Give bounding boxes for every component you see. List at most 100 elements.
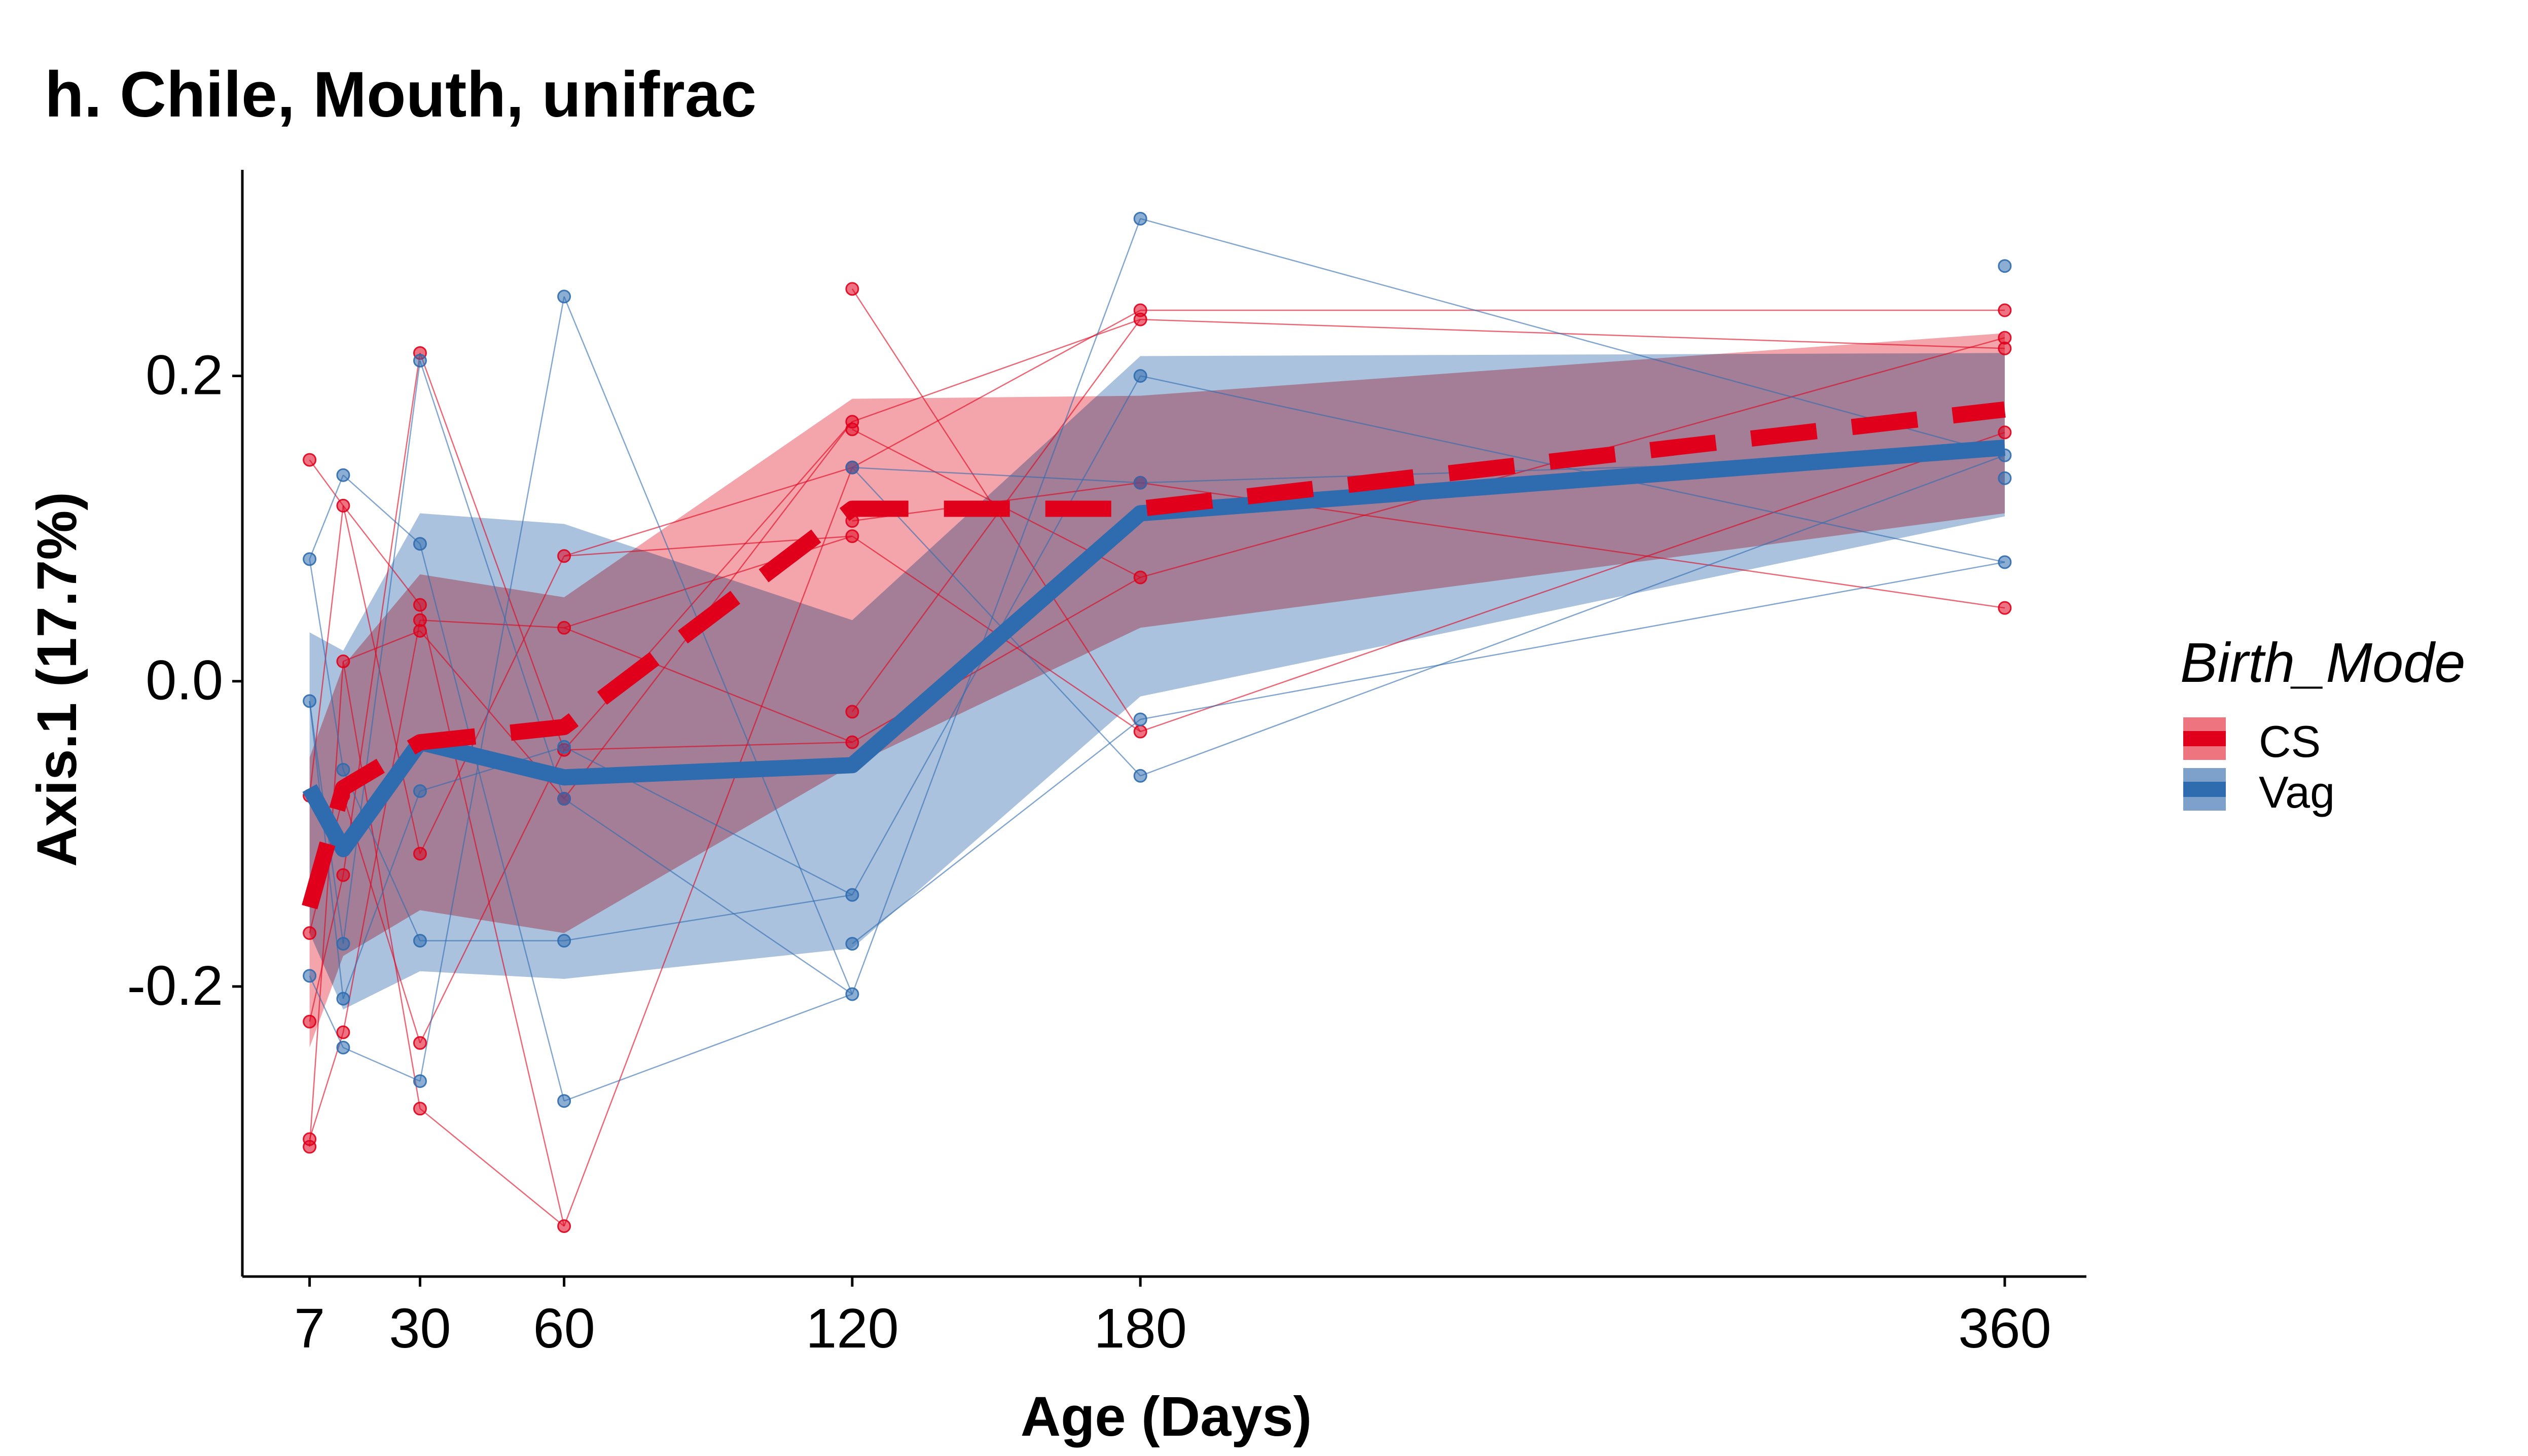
- legend: Birth_Mode CS Vag: [2180, 632, 2466, 817]
- vag-sample-point: [1998, 259, 2012, 273]
- cs-sample-point: [557, 549, 571, 563]
- cs-trajectory-segment: [309, 459, 344, 506]
- cs-sample-point: [845, 735, 859, 749]
- vag-sample-point: [557, 934, 571, 948]
- legend-item-cs: CS: [2183, 716, 2321, 767]
- vag-trajectory-segment: [564, 993, 853, 1102]
- cs-sample-point: [303, 1140, 317, 1154]
- vag-sample-point: [336, 762, 350, 777]
- cs-sample-point: [336, 868, 350, 882]
- x-axis-ticks: 7 30 60 120 180 360: [294, 1277, 2051, 1360]
- vag-trajectory-segment: [1140, 454, 2005, 777]
- vag-sample-point: [303, 694, 317, 708]
- vag-sample-point: [303, 552, 317, 566]
- vag-sample-point: [557, 289, 571, 304]
- cs-trajectory-segment: [342, 661, 421, 1109]
- cs-trajectory-segment: [419, 1108, 565, 1227]
- cs-sample-point: [303, 926, 317, 940]
- cs-sample-point: [336, 1025, 350, 1039]
- cs-sample-point: [1133, 570, 1147, 585]
- vag-trajectory-segment: [342, 791, 421, 999]
- cs-sample-point: [1133, 312, 1147, 326]
- vag-trajectory-segment: [852, 718, 1141, 944]
- vag-sample-point: [557, 1094, 571, 1108]
- cs-trajectory-segment: [564, 627, 853, 743]
- vag-sample-point: [1133, 769, 1147, 783]
- x-tick-label: 360: [1958, 1297, 2051, 1360]
- cs-sample-point: [413, 1102, 427, 1116]
- cs-trajectory-segment: [343, 630, 420, 662]
- y-tick-label: 0.0: [146, 649, 223, 712]
- vag-sample-point: [1998, 555, 2012, 569]
- vag-sample-point: [413, 784, 427, 798]
- cs-sample-point: [1998, 425, 2012, 440]
- vag-sample-point: [336, 937, 350, 951]
- vag-sample-point: [1133, 476, 1147, 490]
- vag-sample-point: [1133, 211, 1147, 226]
- cs-sample-point: [557, 621, 571, 635]
- x-tick-label: 60: [533, 1297, 595, 1360]
- cs-trajectory-segment: [419, 556, 565, 854]
- vag-trajectory-segment: [420, 746, 564, 792]
- cs-sample-point: [413, 1036, 427, 1050]
- vag-sample-point: [557, 792, 571, 806]
- legend-label-cs: CS: [2259, 716, 2321, 767]
- cs-sample-point: [1998, 303, 2012, 317]
- cs-sample-point: [413, 847, 427, 861]
- cs-sample-point: [336, 498, 350, 513]
- vag-trajectory-segment: [309, 475, 344, 560]
- cs-trajectory-segment: [419, 604, 565, 1226]
- cs-trajectory-segment: [564, 741, 852, 751]
- x-axis-label: Age (Days): [1021, 1386, 1312, 1448]
- cs-trajectory-segment: [564, 466, 853, 557]
- cs-sample-point: [303, 1014, 317, 1029]
- cs-trajectory-segment: [420, 620, 564, 629]
- plot-area: [302, 211, 2012, 1233]
- cs-sample-point: [413, 624, 427, 638]
- cs-sample-point: [845, 529, 859, 543]
- y-axis-label: Axis.1 (17.7%): [26, 492, 88, 867]
- vag-sample-point: [845, 460, 859, 475]
- cs-trajectory-segment: [419, 352, 565, 750]
- cs-sample-point: [336, 654, 350, 669]
- vag-trajectory-segment: [342, 360, 421, 944]
- legend-title: Birth_Mode: [2180, 632, 2466, 694]
- x-tick-label: 30: [389, 1297, 451, 1360]
- vag-sample-point: [336, 992, 350, 1006]
- vag-sample-point: [413, 1074, 427, 1088]
- cs-sample-point: [1998, 601, 2012, 615]
- vag-trajectory-segment: [1140, 218, 2005, 456]
- vag-sample-point: [845, 937, 859, 951]
- vag-sample-point: [1133, 369, 1147, 383]
- vag-sample-point: [336, 1040, 350, 1054]
- cs-sample-point: [413, 598, 427, 612]
- vag-trajectory-segment: [563, 798, 853, 995]
- cs-trajectory-segment: [309, 661, 344, 1147]
- vag-sample-point: [413, 934, 427, 948]
- x-tick-label: 120: [806, 1297, 899, 1360]
- cs-sample-point: [557, 1219, 571, 1233]
- vag-trajectory-segment: [342, 769, 421, 941]
- vag-trajectory-segment: [343, 1047, 420, 1082]
- vag-trajectory-segment: [564, 894, 853, 941]
- vag-trajectory-segment: [1140, 561, 2005, 720]
- cs-trajectory-segment: [342, 505, 421, 605]
- cs-trajectory-segment: [1140, 318, 2005, 349]
- chart-title: h. Chile, Mouth, unifrac: [45, 58, 756, 130]
- vag-sample-point: [845, 987, 859, 1001]
- y-tick-label: -0.2: [127, 955, 223, 1017]
- x-tick-label: 7: [294, 1297, 325, 1360]
- y-tick-label: 0.2: [146, 344, 223, 406]
- cs-mean-line: [302, 401, 2006, 909]
- vag-sample-point: [557, 740, 571, 754]
- cs-sample-point: [845, 282, 859, 296]
- vag-sample-point: [1998, 471, 2012, 485]
- cs-sample-point: [845, 705, 859, 719]
- x-tick-label: 180: [1094, 1297, 1187, 1360]
- cs-trajectory-segment: [852, 309, 1141, 468]
- vag-trajectory-segment: [563, 296, 853, 995]
- cs-confidence-band: [309, 333, 2005, 1048]
- cs-trajectory-segment: [342, 505, 421, 854]
- cs-trajectory-segment: [419, 749, 565, 1043]
